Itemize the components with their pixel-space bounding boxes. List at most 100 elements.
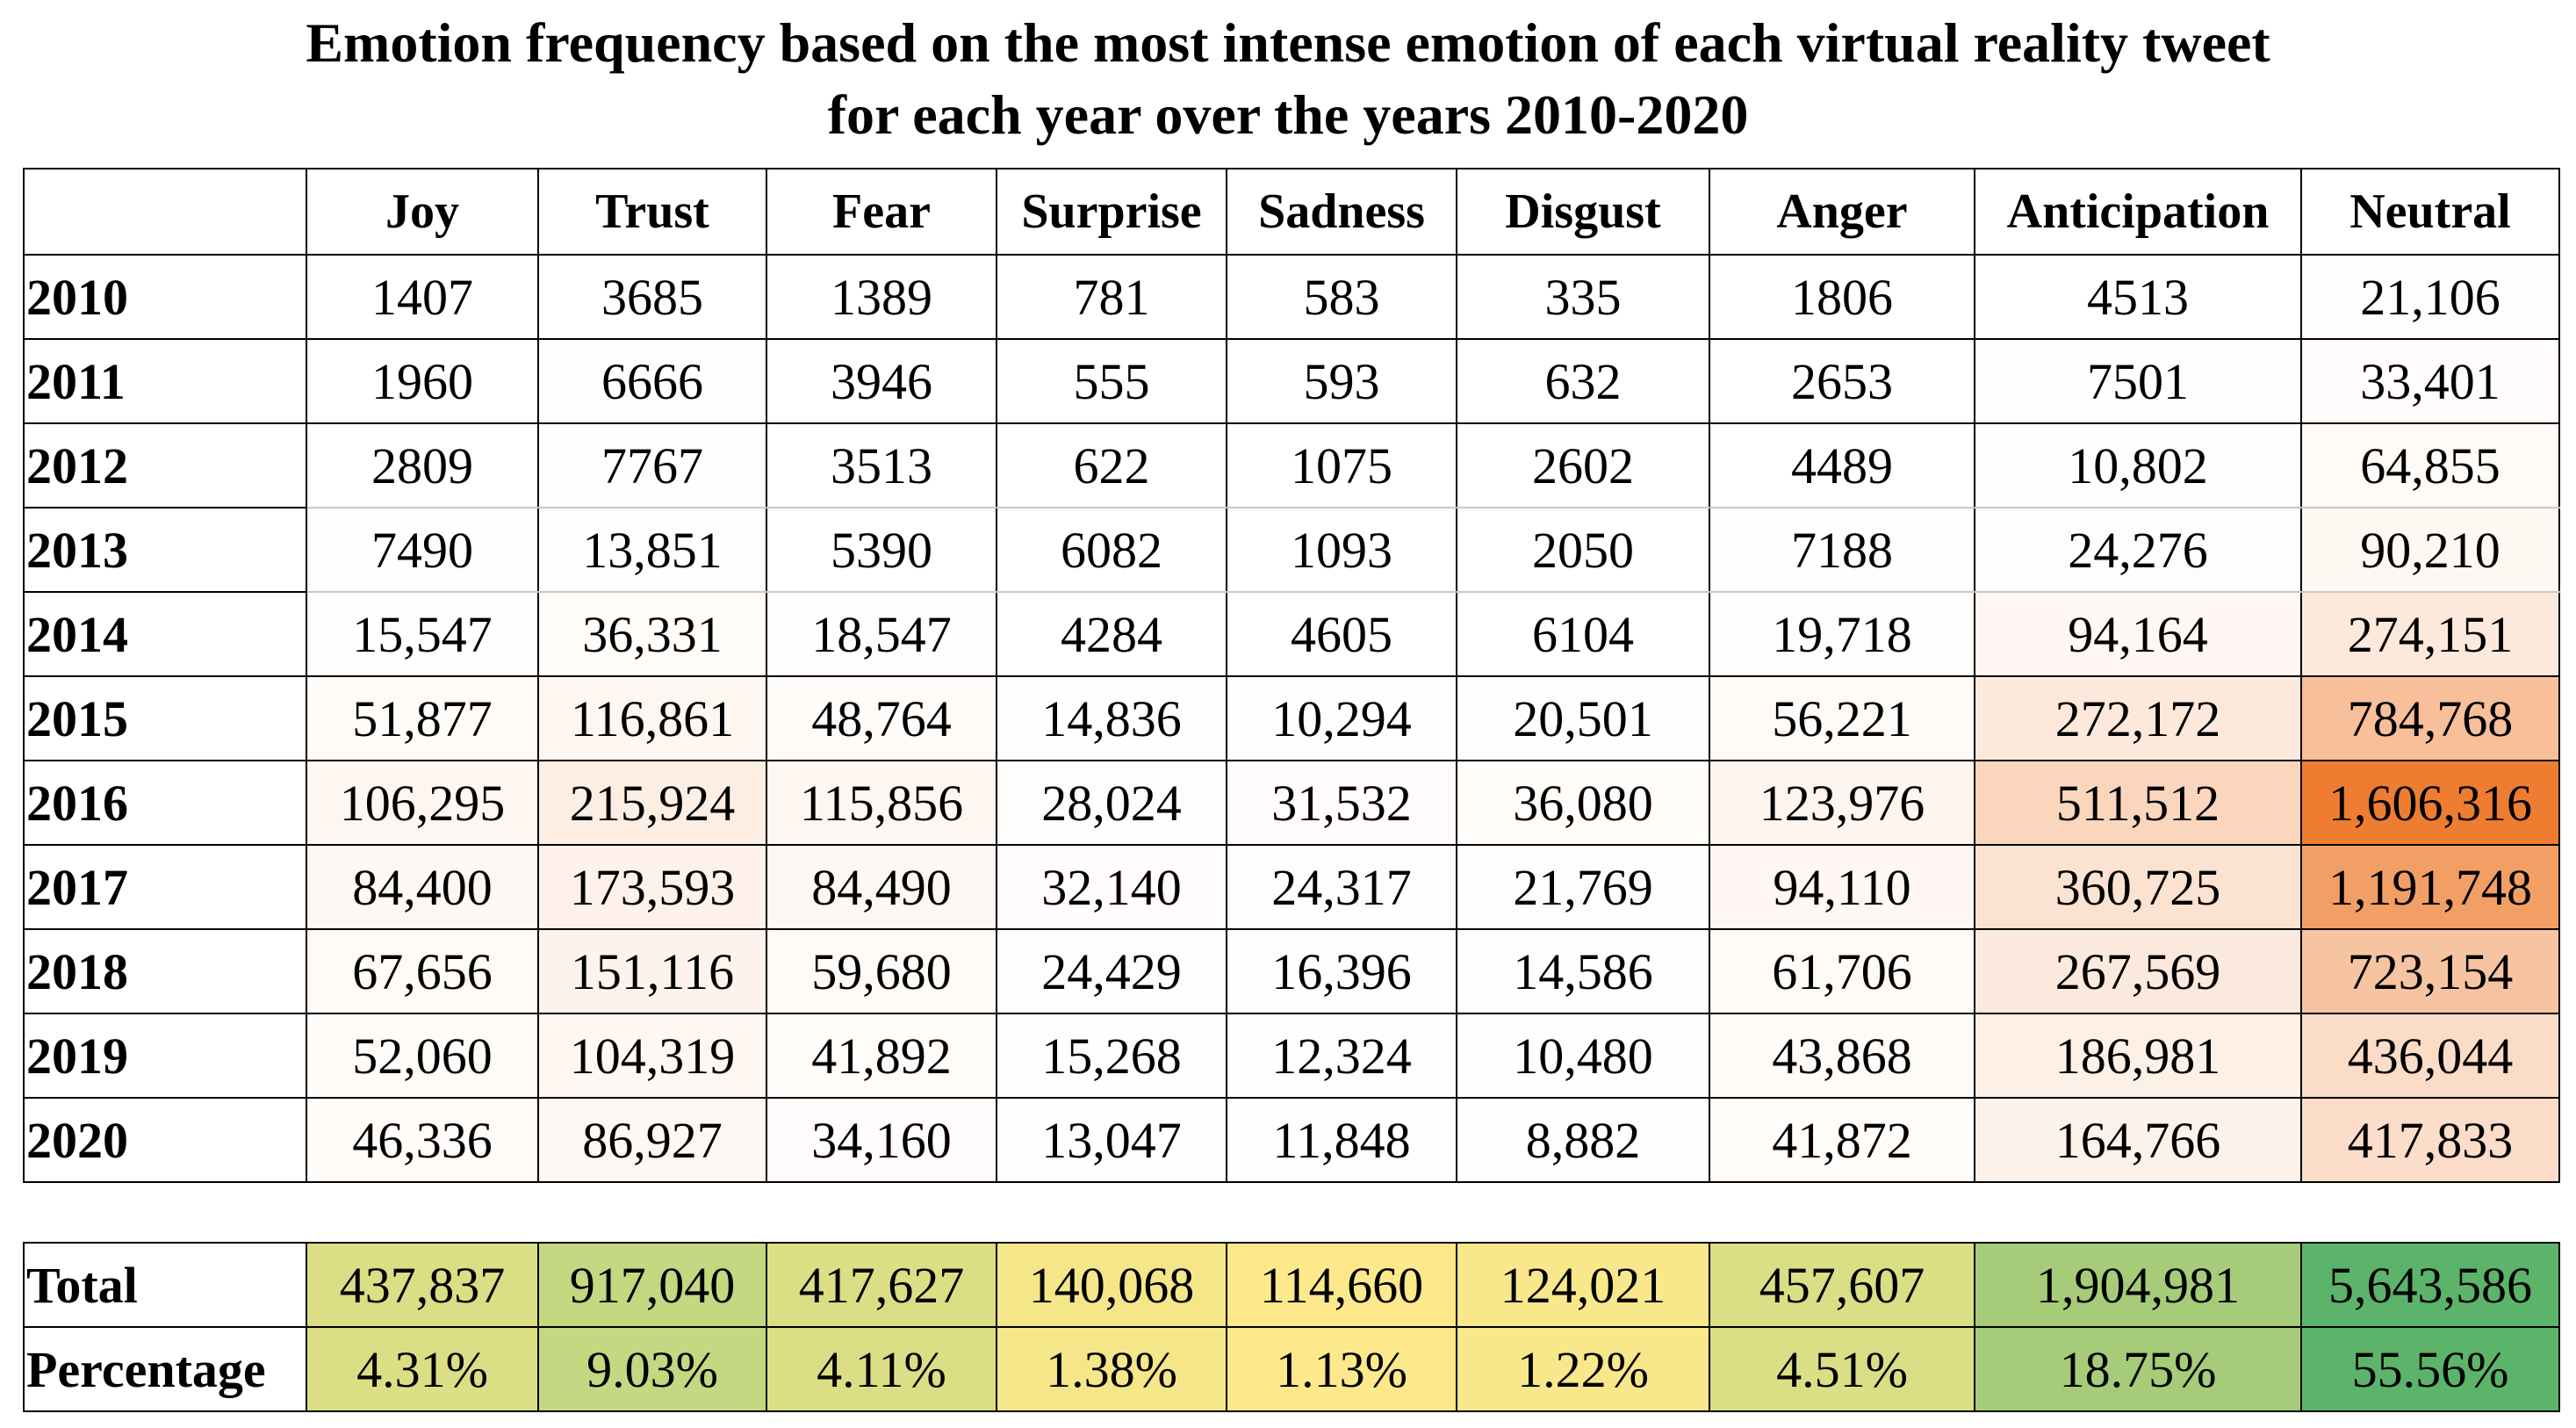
row-label-2016: 2016 [23, 760, 307, 846]
summary-cell-percentage-neutral: 55.56% [2300, 1326, 2560, 1412]
cell-2017-joy: 84,400 [306, 844, 539, 930]
column-header-trust: Trust [537, 168, 767, 256]
table-row-2010: 2010 1407 3685 1389 781 583 335 1806 4513 21,106 [23, 254, 2560, 340]
summary-cell-percentage-anticipation: 18.75% [1974, 1326, 2302, 1412]
cell-2020-surprise: 13,047 [996, 1097, 1227, 1183]
table-row-2016: 2016 106,295 215,924 115,856 28,024 31,532 36,… [23, 760, 2560, 846]
cell-2019-sadness: 12,324 [1226, 1013, 1457, 1099]
cell-2015-trust: 116,861 [537, 675, 767, 761]
summary-cell-percentage-surprise: 1.38% [996, 1326, 1227, 1412]
cell-2016-anticipation: 511,512 [1974, 760, 2302, 846]
cell-2012-anger: 4489 [1709, 422, 1975, 508]
cell-2010-anger: 1806 [1709, 254, 1975, 340]
cell-2016-fear: 115,856 [766, 760, 997, 846]
summary-cell-total-anger: 457,607 [1709, 1242, 1975, 1328]
cell-2014-neutral: 274,151 [2300, 591, 2560, 677]
cell-2019-fear: 41,892 [766, 1013, 997, 1099]
summary-cell-percentage-trust: 9.03% [537, 1326, 767, 1412]
row-label-percentage: Percentage [23, 1326, 307, 1412]
column-header-sadness: Sadness [1226, 168, 1457, 256]
cell-2018-fear: 59,680 [766, 928, 997, 1014]
row-label-2011: 2011 [23, 338, 307, 424]
summary-cell-total-trust: 917,040 [537, 1242, 767, 1328]
column-header-surprise: Surprise [996, 168, 1227, 256]
cell-2019-disgust: 10,480 [1456, 1013, 1710, 1099]
cell-2010-joy: 1407 [306, 254, 539, 340]
cell-2014-surprise: 4284 [996, 591, 1227, 677]
cell-2016-surprise: 28,024 [996, 760, 1227, 846]
cell-2010-trust: 3685 [537, 254, 767, 340]
cell-2010-fear: 1389 [766, 254, 997, 340]
cell-2020-joy: 46,336 [306, 1097, 539, 1183]
chart-title: Emotion frequency based on the most inte… [0, 7, 2576, 151]
cell-2010-neutral: 21,106 [2300, 254, 2560, 340]
table-row-2020: 2020 46,336 86,927 34,160 13,047 11,848 8,882 4… [23, 1097, 2560, 1183]
cell-2017-fear: 84,490 [766, 844, 997, 930]
cell-2015-surprise: 14,836 [996, 675, 1227, 761]
summary-cell-total-fear: 417,627 [766, 1242, 997, 1328]
cell-2020-disgust: 8,882 [1456, 1097, 1710, 1183]
row-label-2017: 2017 [23, 844, 307, 930]
summary-row-total: Total 437,837 917,040 417,627 140,068 114,660… [23, 1242, 2560, 1328]
cell-2018-anticipation: 267,569 [1974, 928, 2302, 1014]
cell-2016-trust: 215,924 [537, 760, 767, 846]
cell-2013-joy: 7490 [306, 507, 539, 593]
cell-2019-neutral: 436,044 [2300, 1013, 2560, 1099]
cell-2014-disgust: 6104 [1456, 591, 1710, 677]
summary-table: Total 437,837 917,040 417,627 140,068 114,660… [23, 1242, 2560, 1412]
summary-cell-percentage-anger: 4.51% [1709, 1326, 1975, 1412]
cell-2011-fear: 3946 [766, 338, 997, 424]
cell-2014-anticipation: 94,164 [1974, 591, 2302, 677]
row-label-2019: 2019 [23, 1013, 307, 1099]
table-row-2014: 2014 15,547 36,331 18,547 4284 4605 6104 19,718… [23, 591, 2560, 677]
cell-2017-trust: 173,593 [537, 844, 767, 930]
cell-2012-trust: 7767 [537, 422, 767, 508]
cell-2019-anger: 43,868 [1709, 1013, 1975, 1099]
cell-2018-anger: 61,706 [1709, 928, 1975, 1014]
column-header-neutral: Neutral [2300, 168, 2560, 256]
cell-2013-trust: 13,851 [537, 507, 767, 593]
header-row: Joy Trust Fear Surprise Sadness Disgust Anger A… [23, 168, 2560, 256]
cell-2012-anticipation: 10,802 [1974, 422, 2302, 508]
cell-2020-sadness: 11,848 [1226, 1097, 1457, 1183]
summary-cell-percentage-fear: 4.11% [766, 1326, 997, 1412]
row-label-2014: 2014 [23, 591, 307, 677]
table-row-2019: 2019 52,060 104,319 41,892 15,268 12,324 10,48… [23, 1013, 2560, 1099]
cell-2015-fear: 48,764 [766, 675, 997, 761]
cell-2012-disgust: 2602 [1456, 422, 1710, 508]
cell-2019-joy: 52,060 [306, 1013, 539, 1099]
cell-2020-trust: 86,927 [537, 1097, 767, 1183]
cell-2017-disgust: 21,769 [1456, 844, 1710, 930]
corner-cell [23, 168, 307, 256]
cell-2020-neutral: 417,833 [2300, 1097, 2560, 1183]
column-header-fear: Fear [766, 168, 997, 256]
summary-cell-total-neutral: 5,643,586 [2300, 1242, 2560, 1328]
cell-2013-surprise: 6082 [996, 507, 1227, 593]
emotion-frequency-table: Joy Trust Fear Surprise Sadness Disgust Anger A… [23, 168, 2560, 1183]
table-row-2015: 2015 51,877 116,861 48,764 14,836 10,294 20,50… [23, 675, 2560, 761]
cell-2013-neutral: 90,210 [2300, 507, 2560, 593]
chart-title-line-2: for each year over the years 2010-2020 [827, 83, 1749, 146]
cell-2014-fear: 18,547 [766, 591, 997, 677]
column-header-anticipation: Anticipation [1974, 168, 2302, 256]
cell-2012-fear: 3513 [766, 422, 997, 508]
summary-cell-percentage-joy: 4.31% [306, 1326, 539, 1412]
cell-2013-disgust: 2050 [1456, 507, 1710, 593]
cell-2020-anticipation: 164,766 [1974, 1097, 2302, 1183]
row-label-2015: 2015 [23, 675, 307, 761]
chart-title-line-1: Emotion frequency based on the most inte… [306, 11, 2270, 74]
cell-2020-fear: 34,160 [766, 1097, 997, 1183]
row-label-2018: 2018 [23, 928, 307, 1014]
cell-2018-joy: 67,656 [306, 928, 539, 1014]
row-label-2010: 2010 [23, 254, 307, 340]
cell-2011-anticipation: 7501 [1974, 338, 2302, 424]
cell-2015-anger: 56,221 [1709, 675, 1975, 761]
cell-2010-surprise: 781 [996, 254, 1227, 340]
cell-2015-anticipation: 272,172 [1974, 675, 2302, 761]
cell-2011-trust: 6666 [537, 338, 767, 424]
cell-2014-sadness: 4605 [1226, 591, 1457, 677]
cell-2016-neutral: 1,606,316 [2300, 760, 2560, 846]
cell-2014-joy: 15,547 [306, 591, 539, 677]
cell-2018-surprise: 24,429 [996, 928, 1227, 1014]
summary-cell-percentage-disgust: 1.22% [1456, 1326, 1710, 1412]
